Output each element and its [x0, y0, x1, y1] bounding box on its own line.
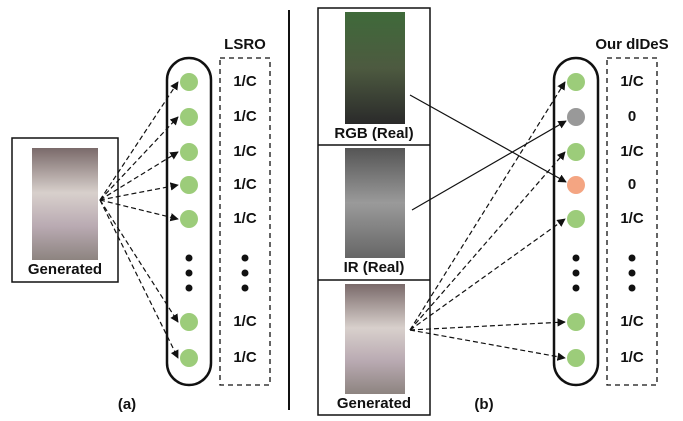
generated-image	[345, 284, 405, 394]
title: Our dIDeS	[595, 36, 668, 53]
node	[567, 73, 585, 91]
image-label: RGB (Real)	[334, 125, 413, 142]
title: LSRO	[224, 36, 266, 53]
node	[567, 143, 585, 161]
label: 1/C	[233, 313, 257, 330]
arrow	[410, 330, 565, 358]
arrow	[412, 121, 566, 210]
arrow	[410, 322, 565, 330]
node	[567, 349, 585, 367]
label: 1/C	[620, 349, 644, 366]
arrow	[410, 95, 566, 182]
image-label: Generated	[28, 261, 102, 278]
arrow	[410, 82, 565, 330]
label: 1/C	[233, 349, 257, 366]
node	[567, 108, 585, 126]
label: 1/C	[620, 143, 644, 160]
ir-image	[345, 148, 405, 258]
label: 1/C	[233, 143, 257, 160]
node	[567, 176, 585, 194]
label: 0	[628, 108, 636, 125]
arrow	[410, 152, 565, 330]
label: 0	[628, 176, 636, 193]
node	[180, 313, 198, 331]
arrow	[410, 219, 565, 330]
generated-image	[32, 148, 98, 260]
node	[567, 210, 585, 228]
label: 1/C	[620, 210, 644, 227]
page: {"left": {"title": "LSRO", "image_label"…	[0, 0, 683, 421]
label: 1/C	[233, 73, 257, 90]
node	[180, 176, 198, 194]
image-label: Generated	[337, 395, 411, 412]
node	[180, 73, 198, 91]
caption: (a)	[118, 396, 136, 413]
node	[180, 143, 198, 161]
rgb-image	[345, 12, 405, 124]
node	[180, 108, 198, 126]
ellipsis	[186, 255, 636, 292]
label: 1/C	[233, 108, 257, 125]
label: 1/C	[620, 313, 644, 330]
caption: (b)	[474, 396, 493, 413]
node	[567, 313, 585, 331]
image-label: IR (Real)	[344, 259, 405, 276]
label: 1/C	[233, 176, 257, 193]
label: 1/C	[233, 210, 257, 227]
node	[180, 349, 198, 367]
node	[180, 210, 198, 228]
label: 1/C	[620, 73, 644, 90]
diagram: LSRO Our dIDeS Generated RGB (Real) IR (…	[0, 0, 683, 421]
